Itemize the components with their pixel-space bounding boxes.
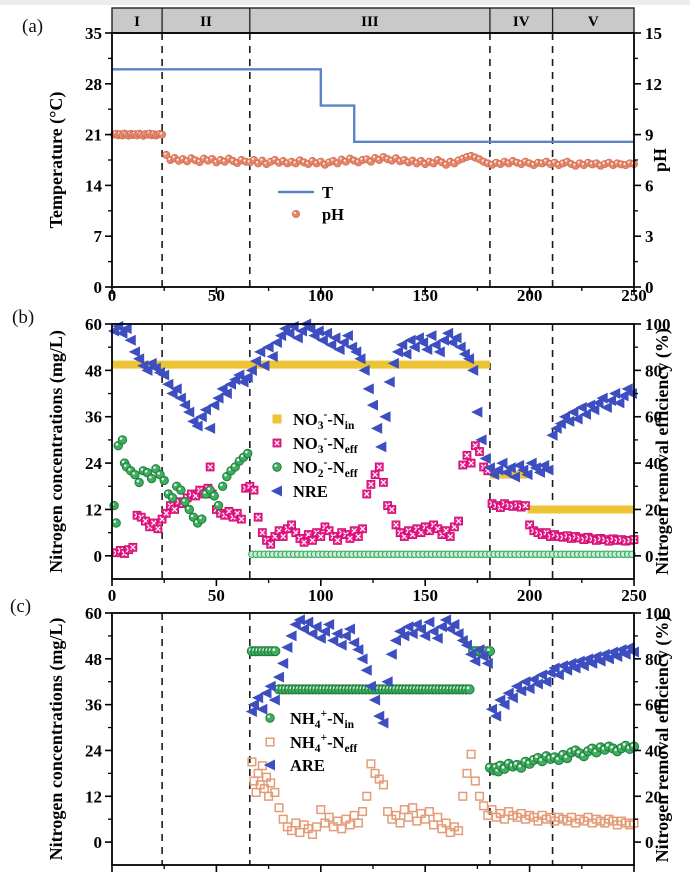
svg-text:II: II (200, 14, 212, 30)
svg-text:pH: pH (650, 148, 670, 172)
svg-text:48: 48 (85, 361, 102, 380)
svg-text:0: 0 (94, 547, 103, 566)
svg-text:Nitrogen removal efficiency (%: Nitrogen removal efficiency (%) (652, 616, 673, 863)
svg-text:48: 48 (85, 650, 102, 669)
svg-text:12: 12 (645, 75, 662, 94)
svg-text:60: 60 (85, 604, 102, 623)
svg-text:100: 100 (308, 286, 334, 305)
svg-text:0: 0 (94, 833, 103, 852)
svg-text:V: V (588, 14, 599, 30)
page-edge (0, 0, 690, 5)
svg-text:pH: pH (322, 205, 344, 224)
svg-text:24: 24 (85, 741, 103, 760)
svg-text:150: 150 (412, 286, 438, 305)
panel-a-chart: I II III IV V0 50 100 150 200 2500714212835036912… (46, 7, 670, 305)
panel-a-label: (a) (22, 16, 44, 37)
panel-b-chart: 0 50 100 150 200 25001224364860020406080100Ni… (46, 315, 673, 605)
svg-text:150: 150 (412, 586, 438, 605)
svg-text:3: 3 (645, 227, 654, 246)
svg-text:60: 60 (85, 315, 102, 334)
svg-text:24: 24 (85, 454, 103, 473)
svg-text:NO3--Neff: NO3--Neff (293, 433, 358, 456)
svg-text:I: I (134, 14, 140, 30)
svg-text:Nitrogen removal efficiency (%: Nitrogen removal efficiency (%) (652, 328, 673, 575)
panel-b-label: (b) (12, 307, 35, 328)
svg-text:III: III (361, 14, 379, 30)
svg-text:Temperature (°C): Temperature (°C) (46, 92, 67, 229)
svg-text:200: 200 (517, 586, 543, 605)
svg-text:80: 80 (645, 361, 662, 380)
svg-text:21: 21 (85, 126, 102, 145)
svg-text:250: 250 (621, 286, 647, 305)
svg-text:60: 60 (645, 696, 662, 715)
svg-text:0: 0 (645, 278, 654, 297)
svg-text:100: 100 (645, 604, 671, 623)
svg-text:50: 50 (208, 586, 225, 605)
svg-text:80: 80 (645, 650, 662, 669)
svg-text:Nitrogen concentrations (mg/L): Nitrogen concentrations (mg/L) (46, 330, 67, 573)
svg-text:36: 36 (85, 408, 102, 427)
svg-text:35: 35 (85, 24, 102, 43)
svg-text:NRE: NRE (293, 482, 328, 501)
svg-text:15: 15 (645, 24, 662, 43)
svg-text:NH4+-Neff: NH4+-Neff (290, 732, 357, 755)
svg-text:ARE: ARE (290, 756, 325, 775)
svg-text:0: 0 (94, 278, 103, 297)
svg-text:0: 0 (645, 833, 654, 852)
svg-text:36: 36 (85, 696, 102, 715)
svg-text:0: 0 (645, 547, 654, 566)
svg-text:0: 0 (108, 286, 117, 305)
svg-text:T: T (322, 183, 333, 202)
svg-text:20: 20 (645, 787, 662, 806)
svg-text:0: 0 (108, 586, 117, 605)
svg-text:9: 9 (645, 126, 654, 145)
panel-c-label: (c) (10, 596, 32, 617)
svg-text:200: 200 (517, 286, 543, 305)
svg-text:NO2--Neff: NO2--Neff (293, 457, 358, 480)
svg-text:12: 12 (85, 787, 102, 806)
svg-text:100: 100 (308, 586, 334, 605)
svg-text:250: 250 (621, 586, 647, 605)
svg-text:50: 50 (208, 286, 225, 305)
svg-text:NO3--Nin: NO3--Nin (293, 409, 355, 432)
svg-text:IV: IV (513, 14, 530, 30)
svg-text:40: 40 (645, 454, 662, 473)
svg-text:7: 7 (94, 227, 103, 246)
svg-text:14: 14 (85, 176, 103, 195)
svg-text:NH4+-Nin: NH4+-Nin (290, 708, 355, 731)
svg-text:28: 28 (85, 75, 102, 94)
svg-text:100: 100 (645, 315, 671, 334)
svg-text:60: 60 (645, 408, 662, 427)
svg-text:20: 20 (645, 500, 662, 519)
svg-text:Nitrogen concentrations (mg/L): Nitrogen concentrations (mg/L) (46, 618, 67, 861)
panel-c-chart: 0 12 24 36 48 60 0 20 40 60 80 100 Nitrogen concentr… (46, 604, 673, 872)
svg-text:6: 6 (645, 176, 654, 195)
svg-text:40: 40 (645, 741, 662, 760)
svg-text:12: 12 (85, 500, 102, 519)
